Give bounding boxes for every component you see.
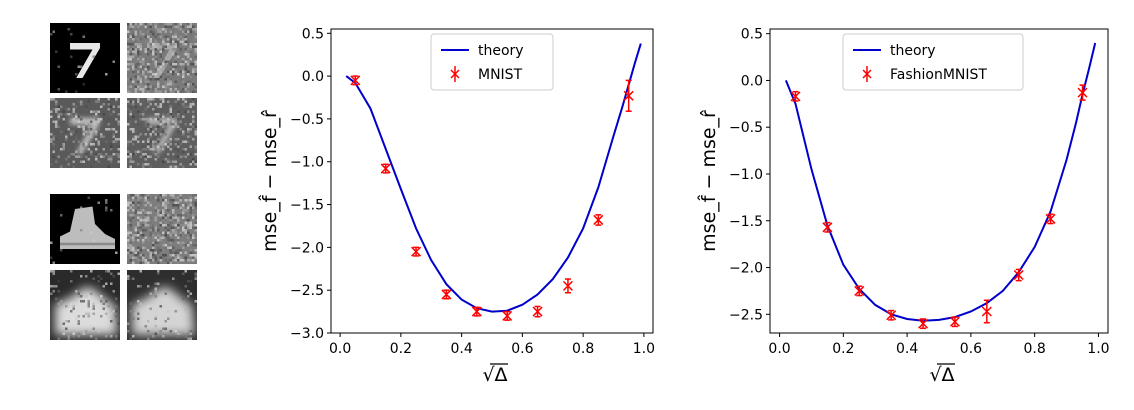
mnist-y-tick-label: 0.0 — [302, 69, 324, 85]
mnist-reconstruction-a — [50, 98, 120, 168]
mnist-data-point — [532, 305, 543, 318]
fashion-noisy-boot-image — [127, 194, 197, 264]
digit-seven-shape — [147, 43, 177, 78]
fashion-y-tick-label: 0.0 — [741, 73, 763, 89]
fashion-x-tick-label: 0.0 — [768, 341, 790, 357]
mnist-data-point — [593, 214, 604, 226]
fashion-data-point — [918, 318, 929, 330]
fashion-x-axis-label: √Δ — [929, 363, 955, 386]
fashion-legend-box — [842, 33, 1024, 91]
mnist-clean-digit — [50, 23, 120, 93]
boot-reconstruction-shape — [55, 287, 118, 335]
mnist-y-tick-label: −3.0 — [290, 326, 324, 342]
mnist-data-point — [350, 75, 361, 86]
fashion-data-point — [886, 309, 897, 321]
fashion-legend-label: theory — [890, 43, 936, 59]
fashion-legend-label: FashionMNIST — [890, 67, 987, 83]
mnist-x-tick-label: 0.2 — [390, 341, 412, 357]
fashion-reconstruction-b-image — [127, 270, 197, 340]
mnist-legend-label: MNIST — [478, 67, 523, 83]
fashion-x-tick-label: 0.6 — [960, 341, 982, 357]
digit-seven-shape — [70, 43, 100, 78]
fashion-y-tick-label: −2.0 — [729, 261, 763, 277]
mnist-x-tick-label: 0.6 — [511, 341, 533, 357]
fashion-data-point — [1013, 268, 1024, 282]
fashion-data-point — [790, 90, 801, 102]
fashion-reconstruction-a — [50, 270, 120, 340]
mnist-x-tick-label: 1.0 — [633, 341, 655, 357]
svg-text:√Δ: √Δ — [929, 364, 954, 386]
mnist-x-tick-label: 0.4 — [450, 341, 472, 357]
mnist-reconstruction-b — [127, 98, 197, 168]
mnist-y-tick-label: −0.5 — [290, 112, 324, 128]
fashion-data-point — [854, 285, 865, 297]
mnist-legend: theory MNIST — [430, 33, 554, 91]
mnist-clean-digit-image — [50, 23, 120, 93]
digit-seven-shape — [70, 118, 100, 153]
fashion-x-tick-label: 1.0 — [1087, 341, 1109, 357]
boot-shape — [60, 206, 115, 249]
fashion-data-point — [1077, 84, 1088, 101]
fashion-y-axis-label: mse_f̂ − mse_r̂ — [698, 109, 720, 252]
fashion-y-tick-label: −0.5 — [729, 120, 763, 136]
mnist-data-point — [441, 289, 452, 300]
mnist-reconstruction-a-image — [50, 98, 120, 168]
mnist-data-point — [380, 163, 391, 174]
mnist-y-tick-label: 0.5 — [302, 26, 324, 42]
mnist-data-point — [502, 310, 513, 321]
mnist-x-tick-label: 0.8 — [572, 341, 594, 357]
fashion-y-tick-label: −1.5 — [729, 214, 763, 230]
svg-text:√Δ: √Δ — [482, 364, 507, 386]
mnist-data-point — [562, 278, 573, 294]
fashion-x-tick-label: 0.2 — [832, 341, 854, 357]
fashion-legend: theory FashionMNIST — [842, 33, 1024, 91]
fashion-reconstruction-b — [127, 270, 197, 340]
fashion-data-point — [1045, 213, 1056, 225]
fashion-y-tick-label: −1.0 — [729, 167, 763, 183]
fashion-clean-boot-image — [50, 194, 120, 264]
fashion-data-point — [981, 299, 992, 324]
mnist-y-tick-label: −2.5 — [290, 283, 324, 299]
mnist-reconstruction-b-image — [127, 98, 197, 168]
fashion-x-tick-label: 0.4 — [896, 341, 918, 357]
fashion-data-point — [949, 316, 960, 328]
mnist-legend-label: theory — [478, 43, 524, 59]
mnist-data-point — [411, 246, 422, 257]
mnist-x-axis-label: √Δ — [482, 363, 508, 386]
sample-image-grid — [0, 0, 220, 410]
mnist-y-tick-label: −1.5 — [290, 198, 324, 214]
mnist-y-tick-label: −2.0 — [290, 240, 324, 256]
mnist-y-axis-label: mse_f̂ − mse_r̂ — [259, 109, 281, 252]
digit-seven-shape — [147, 118, 177, 153]
fashion-noisy-boot — [127, 194, 197, 264]
fashion-y-tick-label: 0.5 — [741, 27, 763, 43]
fashion-y-tick-label: −2.5 — [729, 307, 763, 323]
fashion-reconstruction-a-image — [50, 270, 120, 340]
fashion-data-point — [822, 221, 833, 233]
mnist-noisy-digit-image — [127, 23, 197, 93]
boot-reconstruction-shape — [132, 287, 195, 335]
fashionmnist-chart: 0.0 0.2 0.4 0.6 0.8 1.0 0.5 0.0 −0.5 −1.0 −1.5 −2.0… — [698, 27, 1110, 386]
mnist-data-point — [471, 306, 482, 317]
mnist-theory-line — [345, 43, 642, 313]
mnist-legend-box — [430, 33, 554, 91]
mnist-plot-frame — [330, 28, 654, 334]
mnist-noisy-digit — [127, 23, 197, 93]
mnist-data-point — [623, 79, 634, 112]
fashion-x-tick-label: 0.8 — [1024, 341, 1046, 357]
fashion-plot-frame — [769, 28, 1109, 334]
mnist-x-tick-label: 0.0 — [329, 341, 351, 357]
mnist-y-tick-label: −1.0 — [290, 155, 324, 171]
fashion-clean-boot — [50, 194, 120, 264]
mnist-chart: 0.0 0.2 0.4 0.6 0.8 1.0 0.5 0.0 −0.5 −1.0 −1.5 −2.0… — [259, 26, 655, 386]
